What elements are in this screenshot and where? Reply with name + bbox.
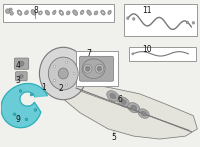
FancyBboxPatch shape	[3, 4, 114, 22]
Ellipse shape	[34, 109, 37, 111]
Ellipse shape	[87, 10, 91, 15]
Ellipse shape	[132, 53, 134, 55]
Ellipse shape	[80, 10, 84, 15]
Ellipse shape	[58, 68, 68, 79]
Ellipse shape	[10, 12, 13, 15]
Ellipse shape	[73, 72, 75, 75]
Ellipse shape	[25, 10, 28, 15]
Ellipse shape	[108, 10, 111, 14]
Ellipse shape	[13, 113, 16, 116]
Ellipse shape	[39, 11, 42, 15]
Ellipse shape	[118, 97, 129, 107]
Ellipse shape	[131, 105, 137, 110]
Text: 3: 3	[15, 76, 20, 85]
Ellipse shape	[121, 99, 126, 104]
Ellipse shape	[101, 10, 105, 15]
FancyBboxPatch shape	[16, 72, 27, 81]
Ellipse shape	[94, 11, 98, 15]
Text: 9: 9	[15, 115, 20, 124]
Text: 6: 6	[117, 95, 122, 104]
Text: 10: 10	[142, 45, 151, 54]
Ellipse shape	[186, 21, 189, 24]
Ellipse shape	[138, 109, 149, 118]
Ellipse shape	[53, 10, 56, 15]
Ellipse shape	[19, 90, 22, 92]
Ellipse shape	[81, 11, 83, 14]
Polygon shape	[1, 83, 47, 128]
Ellipse shape	[25, 118, 28, 121]
Ellipse shape	[40, 12, 41, 14]
Ellipse shape	[107, 91, 119, 101]
Ellipse shape	[141, 111, 146, 116]
Ellipse shape	[73, 10, 78, 15]
Ellipse shape	[9, 8, 12, 11]
Ellipse shape	[17, 10, 22, 15]
Ellipse shape	[66, 61, 68, 63]
Ellipse shape	[66, 11, 70, 15]
Ellipse shape	[102, 11, 104, 14]
Ellipse shape	[66, 84, 68, 86]
Text: 5: 5	[111, 133, 116, 142]
Text: 2: 2	[59, 84, 64, 93]
Ellipse shape	[128, 103, 140, 113]
Ellipse shape	[97, 66, 102, 71]
Polygon shape	[60, 84, 197, 139]
FancyBboxPatch shape	[80, 56, 114, 81]
Ellipse shape	[18, 11, 21, 14]
FancyBboxPatch shape	[76, 51, 118, 86]
Text: 4: 4	[15, 61, 20, 70]
Ellipse shape	[133, 18, 135, 20]
Text: 8: 8	[33, 6, 38, 15]
Text: 7: 7	[87, 49, 92, 58]
Ellipse shape	[53, 80, 55, 82]
Ellipse shape	[53, 65, 55, 67]
Ellipse shape	[45, 10, 50, 15]
Ellipse shape	[19, 61, 24, 66]
Ellipse shape	[60, 11, 62, 14]
Ellipse shape	[127, 17, 129, 20]
Ellipse shape	[39, 47, 87, 100]
Ellipse shape	[95, 64, 104, 73]
FancyBboxPatch shape	[129, 47, 196, 61]
Ellipse shape	[30, 93, 33, 96]
Ellipse shape	[83, 64, 92, 73]
Text: 1: 1	[41, 83, 46, 92]
Text: 11: 11	[142, 6, 151, 15]
Ellipse shape	[19, 74, 23, 78]
Ellipse shape	[59, 10, 64, 15]
Ellipse shape	[48, 57, 78, 90]
Ellipse shape	[192, 21, 195, 24]
Ellipse shape	[85, 66, 90, 71]
FancyBboxPatch shape	[124, 4, 197, 36]
Ellipse shape	[5, 9, 10, 14]
FancyBboxPatch shape	[14, 58, 29, 69]
Ellipse shape	[31, 10, 36, 15]
Ellipse shape	[110, 93, 116, 99]
